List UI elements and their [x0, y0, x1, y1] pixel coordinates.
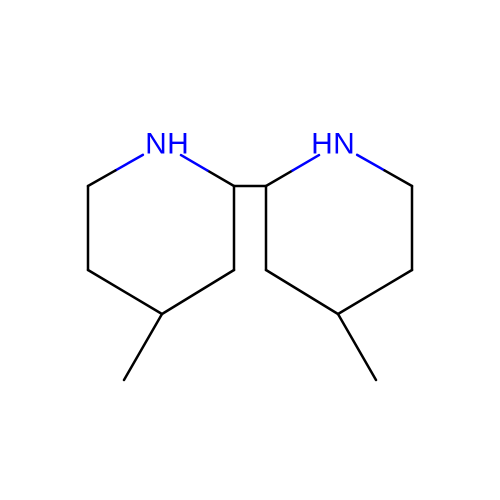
atom-label: N	[333, 128, 355, 161]
atom-label: H	[311, 128, 333, 161]
molecule-diagram: NHHN	[0, 0, 500, 500]
atom-label: H	[167, 128, 189, 161]
atom-label: N	[145, 128, 167, 161]
